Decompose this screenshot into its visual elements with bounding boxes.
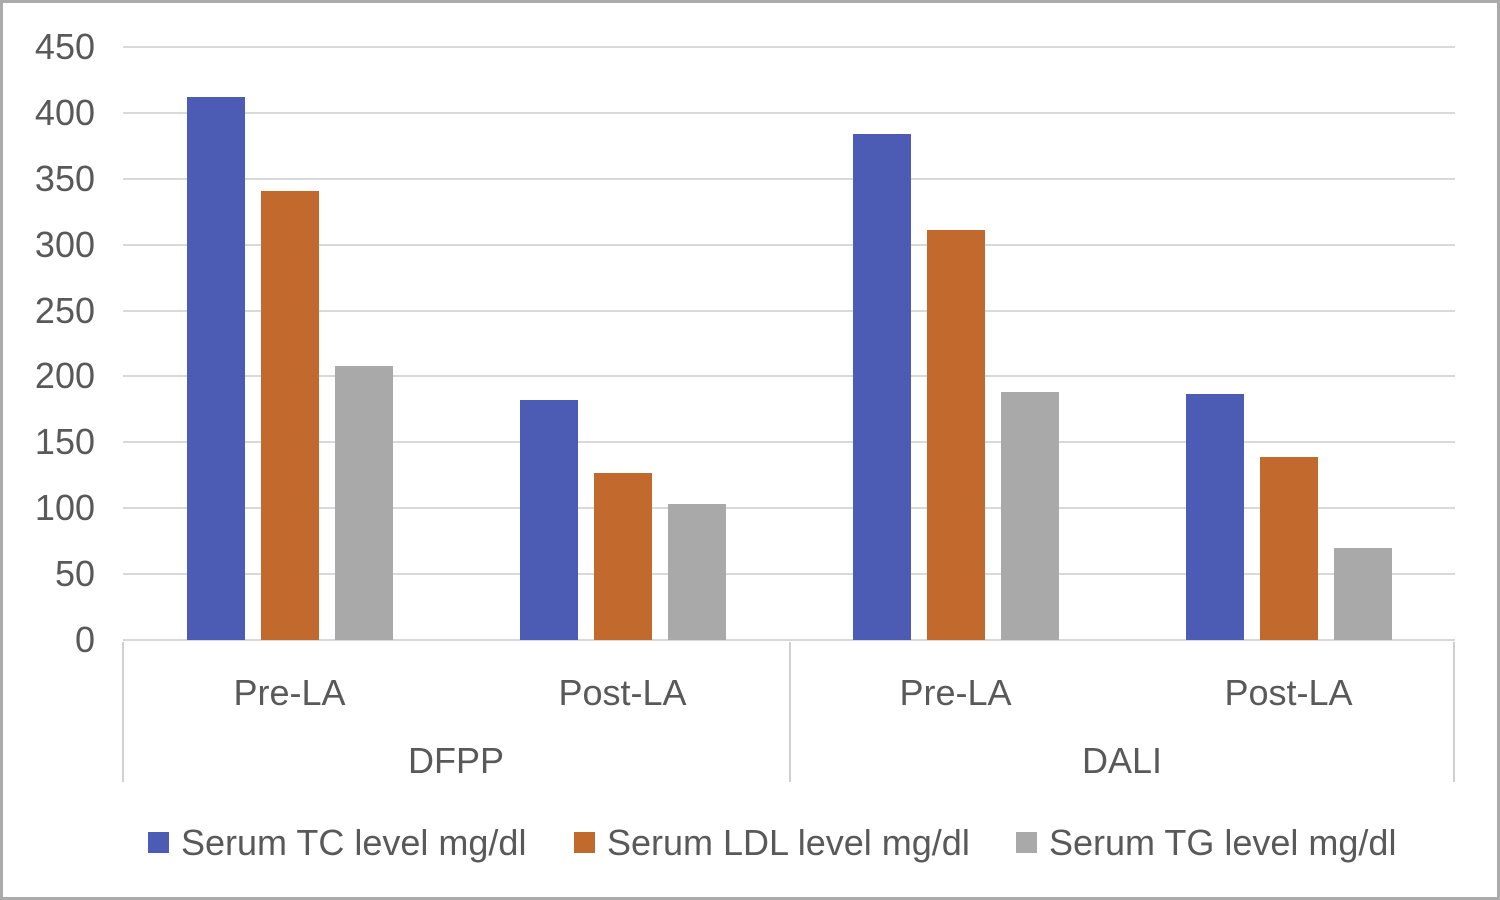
y-tick-label: 200	[34, 355, 95, 397]
category-label: Post-LA	[1224, 672, 1353, 713]
y-tick-label: 150	[34, 421, 95, 463]
group-label: DFPP	[407, 740, 504, 781]
gridline	[123, 573, 1455, 576]
legend-label: Serum LDL level mg/dl	[607, 822, 970, 863]
gridline	[123, 111, 1455, 114]
category-divider	[1453, 642, 1455, 782]
bar	[852, 133, 911, 640]
y-tick-label: 400	[34, 91, 95, 133]
bar	[926, 230, 985, 640]
bar	[1259, 456, 1318, 640]
legend-swatch	[1016, 832, 1037, 853]
bar	[1000, 392, 1059, 640]
bar	[593, 472, 652, 640]
legend-label: Serum TG level mg/dl	[1049, 822, 1397, 863]
gridline	[123, 639, 1455, 641]
bar	[186, 97, 245, 640]
gridline	[123, 46, 1455, 48]
category-divider	[122, 642, 124, 782]
y-tick-label: 350	[34, 157, 95, 199]
y-tick-label: 300	[34, 223, 95, 265]
bar	[1333, 547, 1392, 640]
category-label: Post-LA	[558, 672, 687, 713]
gridline	[123, 177, 1455, 180]
category-label: Pre-LA	[233, 672, 346, 713]
y-tick-label: 50	[54, 553, 95, 595]
category-divider	[789, 642, 791, 782]
gridline	[123, 441, 1455, 444]
y-tick-label: 450	[34, 26, 95, 67]
gridline	[123, 309, 1455, 312]
bar	[1185, 393, 1244, 640]
y-tick-label: 250	[34, 289, 95, 331]
gridline	[123, 507, 1455, 510]
category-label: Pre-LA	[899, 672, 1012, 713]
legend: Serum TC level mg/dl Serum LDL level mg/d…	[3, 821, 1497, 881]
gridline	[123, 375, 1455, 378]
bar	[260, 190, 319, 640]
legend-label: Serum TC level mg/dl	[181, 822, 527, 863]
group-label: DALI	[1081, 740, 1163, 781]
bar	[667, 504, 726, 640]
legend-swatch	[574, 832, 595, 853]
y-tick-label: 100	[34, 487, 95, 529]
bar	[519, 400, 578, 640]
gridline	[123, 243, 1455, 246]
legend-swatch	[148, 832, 169, 853]
y-tick-label: 0	[74, 619, 95, 660]
bar	[334, 365, 393, 640]
